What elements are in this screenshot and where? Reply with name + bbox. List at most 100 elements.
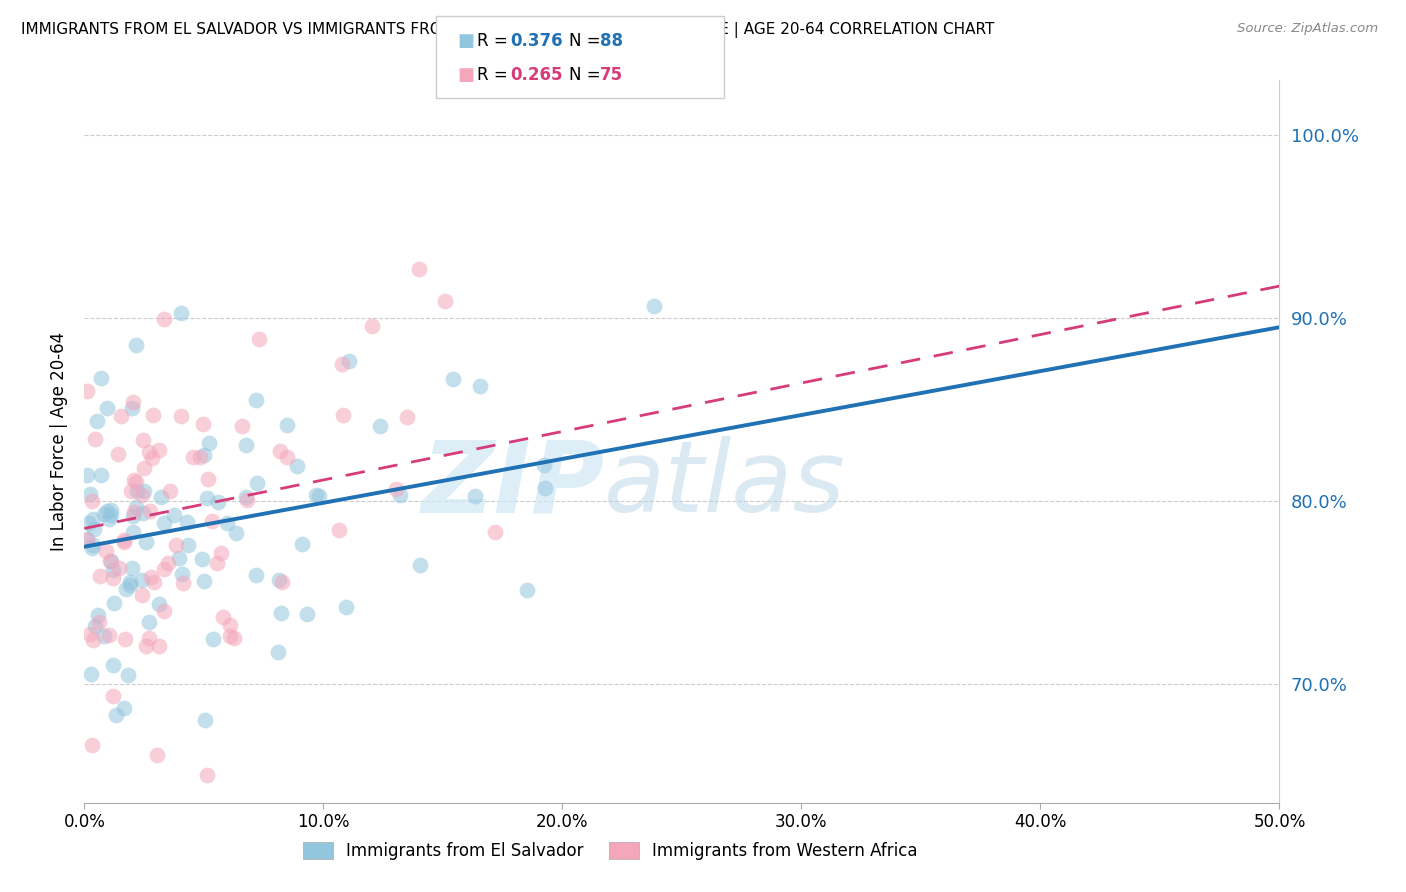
Point <box>127 484 149 499</box>
Point <box>269 443 291 458</box>
Point <box>86 414 108 428</box>
Point <box>267 645 290 659</box>
Point <box>156 556 179 570</box>
Point <box>388 488 411 502</box>
Point <box>131 588 153 602</box>
Point <box>110 409 132 424</box>
Point <box>132 506 155 520</box>
Text: R =: R = <box>477 66 513 85</box>
Point <box>138 445 160 459</box>
Point <box>125 338 148 352</box>
Point <box>146 747 169 762</box>
Point <box>82 512 104 526</box>
Point <box>433 294 456 309</box>
Point <box>121 401 143 416</box>
Point <box>138 615 160 629</box>
Point <box>195 491 218 505</box>
Point <box>100 554 122 568</box>
Point <box>90 371 112 385</box>
Point <box>82 541 104 556</box>
Point <box>76 467 98 482</box>
Point <box>76 532 98 546</box>
Point <box>122 395 145 409</box>
Point <box>172 567 194 582</box>
Point <box>131 574 153 588</box>
Point <box>225 526 247 541</box>
Point <box>197 472 219 486</box>
Point <box>464 489 486 503</box>
Point <box>89 615 111 629</box>
Point <box>290 537 312 551</box>
Point <box>249 332 271 346</box>
Point <box>441 371 464 385</box>
Point <box>125 500 148 514</box>
Point <box>370 419 392 434</box>
Point <box>76 384 98 399</box>
Point <box>112 701 135 715</box>
Point <box>276 450 298 465</box>
Point <box>83 522 105 536</box>
Point <box>94 543 117 558</box>
Point <box>159 483 181 498</box>
Point <box>122 508 145 523</box>
Point <box>170 409 193 423</box>
Text: IMMIGRANTS FROM EL SALVADOR VS IMMIGRANTS FROM WESTERN AFRICA IN LABOR FORCE | A: IMMIGRANTS FROM EL SALVADOR VS IMMIGRANT… <box>21 22 994 38</box>
Point <box>385 482 408 496</box>
Point <box>169 551 191 566</box>
Point <box>533 458 555 473</box>
Point <box>79 667 101 681</box>
Point <box>177 537 200 551</box>
Text: 88: 88 <box>600 32 623 50</box>
Point <box>107 447 129 461</box>
Y-axis label: In Labor Force | Age 20-64: In Labor Force | Age 20-64 <box>49 332 67 551</box>
Point <box>96 504 118 518</box>
Point <box>153 312 176 326</box>
Point <box>79 487 101 501</box>
Point <box>267 573 290 587</box>
Point <box>115 582 138 596</box>
Text: Source: ZipAtlas.com: Source: ZipAtlas.com <box>1237 22 1378 36</box>
Point <box>149 490 172 504</box>
Point <box>201 632 224 646</box>
Point <box>332 408 354 422</box>
Point <box>153 604 176 618</box>
Point <box>191 552 214 566</box>
Point <box>468 379 491 393</box>
Point <box>408 558 430 572</box>
Point <box>108 561 131 575</box>
Point <box>117 668 139 682</box>
Point <box>170 306 193 320</box>
Point <box>93 507 115 521</box>
Point <box>165 538 187 552</box>
Point <box>337 353 360 368</box>
Point <box>222 631 245 645</box>
Point <box>120 484 142 499</box>
Text: N =: N = <box>569 32 606 50</box>
Point <box>100 503 122 517</box>
Point <box>112 534 135 549</box>
Point <box>209 546 232 560</box>
Point <box>484 524 506 539</box>
Point <box>83 433 105 447</box>
Point <box>82 538 104 552</box>
Point <box>134 483 156 498</box>
Point <box>153 516 176 531</box>
Point <box>236 492 259 507</box>
Point <box>271 575 294 590</box>
Point <box>82 738 104 752</box>
Point <box>76 533 98 547</box>
Point <box>235 490 257 504</box>
Point <box>231 419 253 434</box>
Point <box>153 562 176 576</box>
Point <box>103 596 125 610</box>
Point <box>125 475 148 490</box>
Point <box>330 357 353 371</box>
Point <box>132 434 155 448</box>
Point <box>201 514 224 528</box>
Point <box>219 618 242 632</box>
Point <box>142 408 165 422</box>
Point <box>100 508 122 523</box>
Text: 75: 75 <box>600 66 623 85</box>
Point <box>103 690 125 704</box>
Point <box>98 628 121 642</box>
